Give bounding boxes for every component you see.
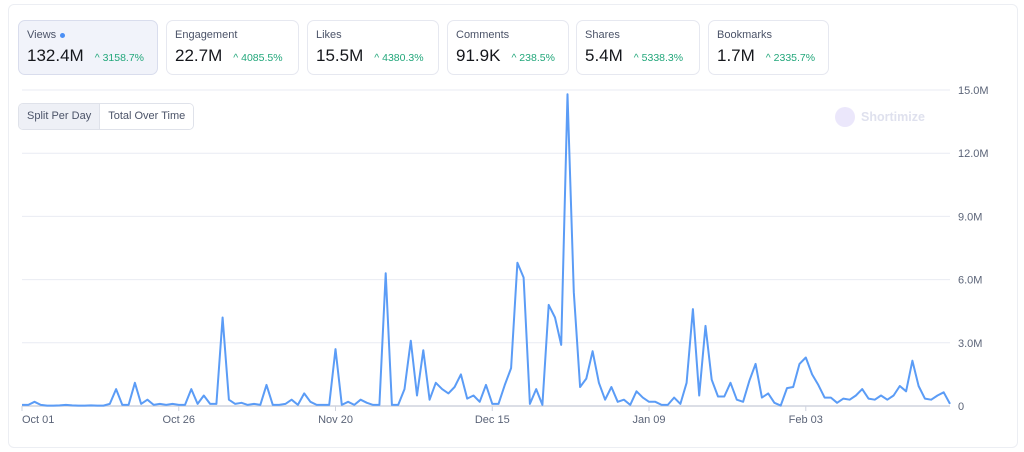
metric-change: ^ 3158.7% bbox=[94, 52, 145, 64]
metric-value: 1.7M bbox=[717, 46, 755, 65]
metric-label: Comments bbox=[456, 29, 510, 41]
metric-card-shares[interactable]: Shares 5.4M ^ 5338.3% bbox=[576, 20, 700, 75]
metric-label: Likes bbox=[316, 29, 342, 41]
metric-change: ^ 2335.7% bbox=[765, 52, 816, 64]
metric-label: Bookmarks bbox=[717, 29, 773, 41]
metric-change: ^ 4380.3% bbox=[374, 52, 424, 64]
metric-card-bookmarks[interactable]: Bookmarks 1.7M ^ 2335.7% bbox=[708, 20, 829, 75]
y-tick-label: 6.0M bbox=[958, 275, 982, 287]
x-tick-label: Dec 15 bbox=[475, 414, 510, 426]
metric-value: 132.4M bbox=[27, 46, 84, 65]
metric-value: 91.9K bbox=[456, 46, 501, 65]
shortimize-logo-icon bbox=[835, 107, 855, 127]
analytics-panel bbox=[8, 4, 1018, 448]
x-tick-label: Feb 03 bbox=[789, 414, 823, 426]
split-per-day-button[interactable]: Split Per Day bbox=[19, 104, 101, 129]
view-mode-toggle: Split Per Day Total Over Time bbox=[18, 103, 195, 130]
metric-label: Shares bbox=[585, 29, 620, 41]
metric-value: 15.5M bbox=[316, 46, 364, 65]
metric-label: Engagement bbox=[175, 29, 238, 41]
metric-card-comments[interactable]: Comments 91.9K ^ 238.5% bbox=[447, 20, 569, 75]
y-tick-label: 15.0M bbox=[958, 85, 989, 97]
y-tick-label: 0 bbox=[958, 401, 964, 413]
y-tick-label: 3.0M bbox=[958, 338, 982, 350]
metric-value: 5.4M bbox=[585, 46, 623, 65]
metric-card-views[interactable]: Views 132.4M ^ 3158.7% bbox=[18, 20, 158, 75]
x-tick-label: Nov 20 bbox=[318, 414, 353, 426]
x-tick-label: Oct 01 bbox=[22, 414, 54, 426]
total-over-time-button[interactable]: Total Over Time bbox=[100, 104, 194, 129]
metric-value: 22.7M bbox=[175, 46, 223, 65]
x-tick-label: Jan 09 bbox=[633, 414, 666, 426]
metric-change: ^ 238.5% bbox=[511, 52, 555, 64]
metric-change: ^ 5338.3% bbox=[633, 52, 684, 64]
y-tick-label: 9.0M bbox=[958, 211, 982, 223]
watermark-text: Shortimize bbox=[861, 110, 925, 124]
x-tick-label: Oct 26 bbox=[163, 414, 195, 426]
y-tick-label: 12.0M bbox=[958, 148, 989, 160]
metric-card-engagement[interactable]: Engagement 22.7M ^ 4085.5% bbox=[166, 20, 299, 75]
metric-change: ^ 4085.5% bbox=[233, 52, 283, 64]
selected-dot-icon bbox=[60, 32, 66, 38]
watermark: Shortimize bbox=[835, 107, 925, 127]
metric-card-likes[interactable]: Likes 15.5M ^ 4380.3% bbox=[307, 20, 439, 75]
metric-label: Views bbox=[27, 29, 57, 41]
views-series-line bbox=[22, 93, 951, 407]
